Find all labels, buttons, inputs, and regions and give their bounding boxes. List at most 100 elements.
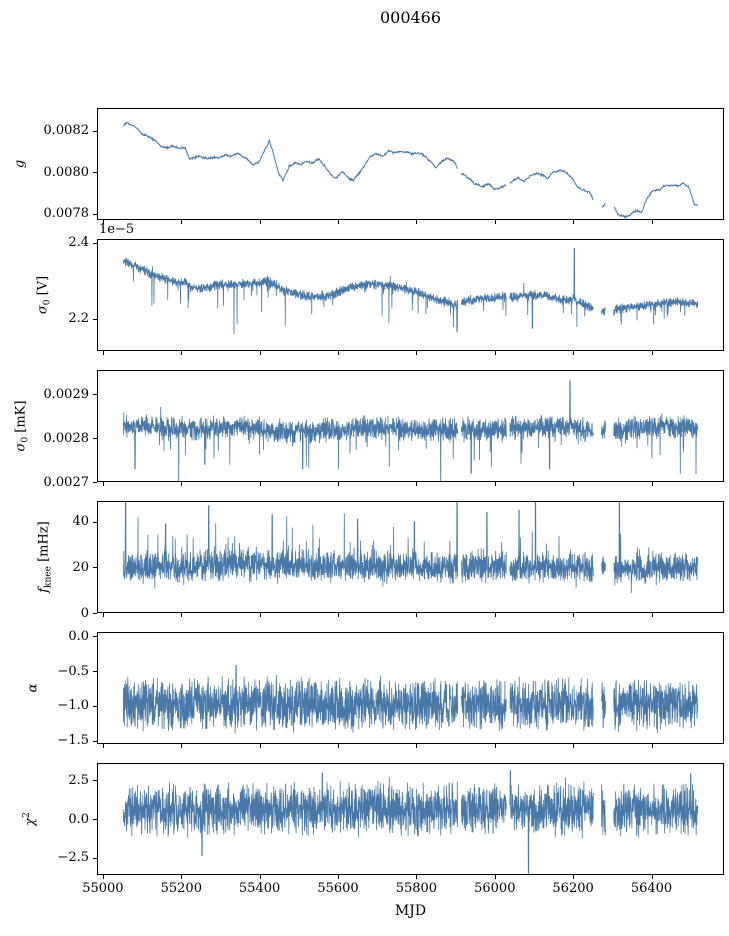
y-axis-label-f_knee: fknee [mHz] [37,521,54,593]
x-tick [338,351,339,355]
y-tick-label: 0.0027 [43,474,90,490]
x-tick [181,744,183,748]
x-tick [102,613,104,617]
y-tick [93,318,97,320]
x-tick [494,613,496,617]
x-tick [338,613,339,617]
x-tick [338,744,339,748]
y-tick-label: −2.5 [57,850,89,866]
plot-line-g [122,121,699,219]
x-tick [416,220,418,224]
y-label-segment: knee [43,566,54,588]
y-axis-label-alpha: α [26,684,41,693]
x-tick [102,875,104,879]
y-label-segment: σ [35,305,51,315]
x-tick [181,482,183,486]
y-tick [93,130,97,132]
x-tick [181,220,183,224]
x-tick [494,875,496,879]
x-tick [102,482,104,486]
y-tick [93,482,97,483]
y-tick-label: 0.0 [68,628,89,644]
y-tick [93,213,97,215]
x-tick-label: 55600 [317,881,359,896]
y-tick-label: 0.0078 [43,206,90,222]
x-tick [338,482,339,486]
plot-line-sigma0_mK [122,380,698,482]
x-tick [259,482,261,486]
y-label-segment: 0 [42,299,53,306]
x-tick [573,220,575,224]
x-tick [651,613,653,617]
x-tick-label: 56000 [474,881,516,896]
y-axis-label-chi2: χ2 [22,812,38,826]
y-tick-label: 40 [72,514,89,530]
y-tick-label: 0.0028 [43,430,90,446]
y-axis-label-sigma0_V: σ0 [V] [36,276,53,314]
y-label-segment: α [25,683,41,693]
y-tick [93,780,97,782]
x-tick [573,875,575,879]
x-tick [102,220,104,224]
x-tick [494,220,496,224]
y-tick [93,857,97,859]
y-tick [93,819,97,820]
x-tick [181,875,183,879]
y-tick [93,671,97,672]
x-tick [494,351,496,355]
x-tick-label: 56200 [552,881,594,896]
x-tick [416,351,418,355]
y-tick-label: −1.0 [57,698,89,714]
x-tick-label: 55200 [160,881,202,896]
y-tick-label: 2.2 [68,311,89,327]
x-tick [102,744,104,748]
x-tick [102,351,104,355]
plot-line-alpha [122,665,699,734]
y-tick [93,394,97,396]
x-tick [573,744,575,748]
x-tick [416,875,418,879]
axis-offset-text: 1e−5 [99,222,135,237]
y-label-segment: [mHz] [36,521,52,567]
x-tick [259,875,261,879]
y-tick-label: 0.0029 [43,386,90,402]
x-tick [259,220,261,224]
x-tick [651,744,653,748]
x-tick [651,220,653,224]
y-tick-label: 0.0080 [43,164,90,180]
x-tick-label: 55800 [395,881,438,896]
x-tick [259,351,261,355]
plot-line-f_knee [122,501,699,593]
y-tick-label: 0.0 [68,811,89,827]
x-tick [651,875,653,879]
y-tick [93,636,97,638]
y-tick-label: 0 [80,605,89,621]
x-tick-label: 55400 [238,881,281,896]
x-tick [338,220,339,224]
plot-line-sigma0_V [122,248,699,335]
x-tick [494,744,496,748]
figure-title: 000466 [379,8,442,27]
x-tick-label: 55000 [82,881,124,896]
x-tick [181,351,183,355]
x-tick [416,744,418,748]
y-label-segment: σ [13,442,29,452]
x-tick [651,482,653,486]
x-tick [259,613,261,617]
x-tick [573,351,575,355]
x-tick [573,613,575,617]
x-tick [259,744,261,748]
y-tick-label: 0.0082 [43,123,90,139]
y-tick [93,740,97,742]
y-tick-label: 2.4 [68,235,89,251]
y-tick [93,705,97,707]
y-tick [93,242,97,244]
y-tick [93,567,97,569]
y-tick [93,521,97,523]
y-tick-label: 20 [72,559,89,575]
y-tick [93,438,97,440]
x-axis-label: MJD [394,903,427,919]
y-label-segment: f [36,587,52,593]
y-label-segment: 2 [22,812,32,818]
